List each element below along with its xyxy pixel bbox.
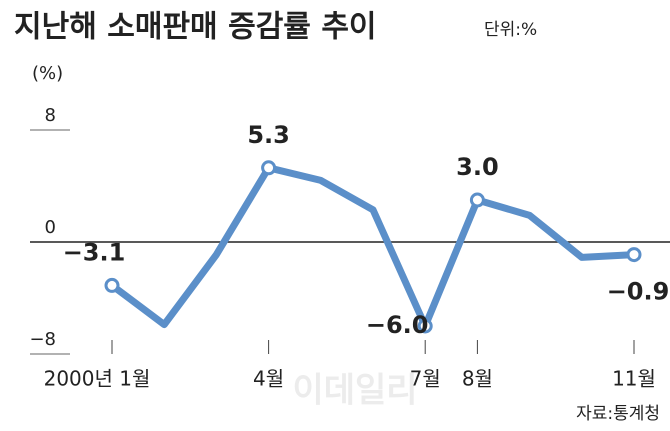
subtitle: 단위:% (484, 20, 537, 40)
value-label: −0.9 (607, 278, 670, 306)
point (417, 318, 433, 334)
source: 자료:통계청 (576, 404, 660, 424)
chart-title: 지난해 소매판매 증감률 추이 (14, 10, 377, 45)
watermark: 이데일리 (292, 371, 417, 411)
line (109, 164, 635, 330)
value-label: −6.0 (366, 311, 429, 339)
y-tick-label: −8 (29, 329, 56, 350)
y-tick-label: 8 (45, 105, 56, 126)
point (626, 247, 642, 263)
value-label: 5.3 (247, 121, 290, 149)
x-tick-label: 11월 (612, 367, 656, 391)
x-tick-label: 7월 (410, 367, 441, 391)
point (261, 160, 277, 176)
y-axis-label: (%) (32, 63, 63, 84)
point (469, 192, 485, 208)
value-label: 3.0 (456, 153, 499, 181)
x-tick-label: 4월 (253, 367, 284, 391)
y-tick-label: 0 (45, 217, 56, 238)
x-tick-label: 8월 (462, 367, 493, 391)
x-tick-label: 2000년 1월 (44, 367, 151, 391)
value-label: −3.1 (63, 238, 126, 266)
point (104, 277, 120, 293)
